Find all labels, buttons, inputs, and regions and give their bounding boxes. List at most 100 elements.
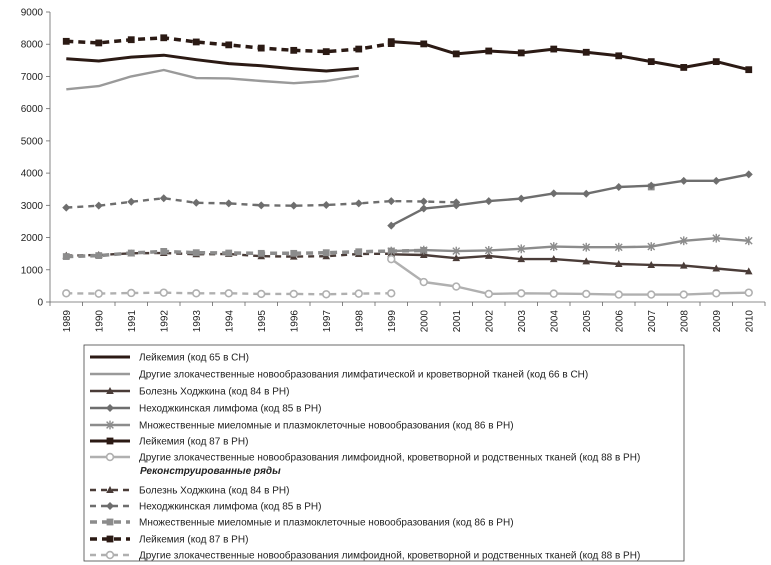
data-point: [517, 255, 526, 263]
data-point: [419, 277, 428, 287]
data-point: [647, 260, 656, 268]
x-tick-label: 2003: [517, 310, 528, 333]
x-tick-label: 2001: [452, 310, 463, 333]
data-point: [679, 261, 688, 269]
series-1: [66, 53, 359, 73]
data-point: [62, 203, 71, 212]
data-point: [94, 201, 103, 210]
data-point: [354, 289, 363, 298]
data-point: [160, 248, 168, 255]
data-point: [192, 249, 200, 257]
data-point: [387, 197, 396, 206]
y-tick-label: 0: [37, 298, 43, 309]
legend-marker: [106, 518, 114, 526]
y-tick-label: 6000: [21, 104, 44, 115]
data-point: [614, 290, 623, 299]
data-point: [127, 197, 136, 206]
series-line: [391, 236, 749, 253]
data-point: [744, 267, 753, 275]
data-point: [62, 37, 70, 45]
y-tick-label: 2000: [21, 233, 44, 244]
data-point: [127, 249, 135, 257]
series-line: [391, 40, 750, 72]
legend-marker: [106, 387, 114, 394]
data-point: [419, 245, 428, 255]
legend-item-9: Неходжкинская лимфома (код 85 в РН): [90, 501, 321, 513]
data-point: [224, 199, 233, 208]
legend-item-2: Другие злокачественные новообразования л…: [90, 369, 588, 381]
data-point: [387, 254, 396, 264]
data-point: [582, 257, 591, 265]
data-point: [679, 236, 688, 246]
data-point: [582, 289, 591, 299]
x-tick-label: 2006: [614, 310, 625, 333]
y-tick-label: 1000: [21, 265, 44, 276]
series-line: [66, 68, 359, 91]
legend-marker: [105, 452, 115, 462]
data-point: [127, 288, 136, 298]
x-tick-label: 2009: [712, 310, 723, 333]
data-point: [289, 289, 298, 299]
x-tick-label: 2002: [484, 310, 495, 333]
data-point: [614, 259, 623, 267]
series-6: [387, 38, 753, 74]
x-tick-label: 2000: [419, 310, 430, 333]
legend-border: [83, 344, 685, 562]
data-point: [615, 52, 623, 60]
data-point: [549, 189, 558, 198]
data-point: [354, 199, 363, 208]
data-point: [549, 289, 558, 298]
legend-item-12: Другие злокачественные новообразования л…: [90, 550, 640, 562]
legend-item-4: Неходжкинская лимфома (код 85 в РН): [90, 403, 321, 415]
x-tick-label: 1990: [94, 310, 105, 333]
data-point: [62, 289, 71, 298]
data-point: [224, 289, 233, 298]
data-point: [355, 248, 363, 256]
legend-marker: [106, 437, 114, 445]
y-tick-label: 8000: [21, 40, 44, 51]
legend-label: Лейкемия (код 87 в РН): [139, 535, 248, 546]
data-point: [387, 38, 395, 46]
series-12: [62, 288, 396, 299]
x-tick-labels: 1989 1990 1991 1992 1993 1994 1995 1996 1997 1998…: [62, 310, 756, 333]
data-point: [517, 194, 526, 203]
data-point: [322, 249, 330, 257]
legend-subtitle: Реконструированные ряды: [140, 466, 281, 477]
data-point: [95, 39, 103, 47]
y-tick-label: 3000: [21, 201, 44, 212]
data-point: [517, 49, 525, 57]
legend-item-7: Другие злокачественные новообразования л…: [90, 452, 640, 464]
data-point: [387, 221, 396, 230]
data-point: [582, 242, 591, 252]
legend-label: Другие злокачественные новообразования л…: [139, 550, 640, 562]
legend-marker: [105, 550, 115, 560]
data-point: [582, 189, 591, 198]
legend-label: Лейкемия (код 87 в РН): [139, 437, 248, 448]
legend-item-10: Множественные миеломные и плазмоклеточны…: [90, 517, 514, 529]
y-tick-label: 7000: [21, 72, 44, 83]
x-tick-label: 1993: [192, 310, 203, 333]
data-point: [192, 38, 200, 46]
x-tick-label: 1991: [127, 310, 138, 333]
data-point: [452, 50, 460, 58]
x-tick-label: 2004: [549, 310, 560, 333]
data-point: [419, 204, 428, 213]
x-tick-label: 2010: [744, 310, 755, 333]
series-line: [390, 258, 749, 296]
data-point: [289, 201, 298, 210]
data-point: [484, 246, 493, 255]
legend: Реконструированные ряды Лейкемия (код 65…: [83, 344, 685, 562]
series-4: [387, 170, 753, 230]
data-point: [647, 58, 655, 66]
legend-label: Множественные миеломные и плазмоклеточны…: [139, 517, 514, 529]
legend-marker: [106, 420, 114, 430]
series-line: [390, 173, 750, 227]
legend-label: Другие злокачественные новообразования л…: [139, 369, 588, 381]
x-tick-label: 1998: [354, 310, 365, 333]
data-point: [225, 249, 233, 257]
data-point: [744, 170, 753, 179]
data-point: [549, 242, 558, 251]
legend-label: Другие злокачественные новообразования л…: [139, 452, 640, 464]
data-point: [225, 41, 233, 49]
